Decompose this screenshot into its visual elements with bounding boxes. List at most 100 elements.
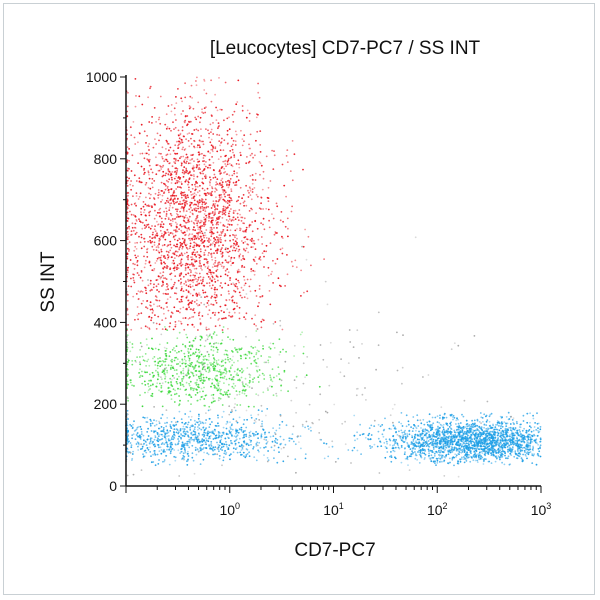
data-point: [157, 372, 160, 375]
data-point: [141, 382, 144, 385]
data-point: [268, 226, 271, 229]
data-point: [177, 197, 179, 200]
data-point: [252, 242, 254, 245]
data-point: [189, 268, 191, 271]
data-point: [196, 222, 199, 225]
data-point: [211, 421, 213, 423]
data-point: [187, 440, 190, 443]
data-point: [205, 92, 208, 95]
data-point: [214, 286, 216, 289]
data-point: [255, 393, 258, 395]
data-point: [234, 236, 236, 239]
data-point: [193, 278, 195, 281]
data-point: [180, 191, 183, 194]
data-point: [257, 357, 259, 360]
data-point: [171, 360, 173, 363]
data-point: [194, 438, 196, 440]
data-point: [148, 211, 151, 214]
data-point: [207, 432, 210, 435]
data-point: [168, 191, 170, 194]
data-point: [188, 215, 191, 218]
data-point: [152, 461, 155, 463]
data-point: [220, 342, 223, 345]
data-point: [226, 356, 229, 359]
data-point: [236, 175, 238, 178]
data-point: [240, 259, 243, 261]
data-point: [233, 172, 236, 175]
data-point: [151, 371, 154, 374]
data-point: [218, 387, 221, 390]
data-point: [212, 354, 215, 356]
data-point: [207, 336, 210, 338]
data-point: [377, 437, 380, 440]
data-point: [161, 175, 164, 178]
data-point: [232, 212, 235, 215]
data-point: [199, 262, 202, 265]
data-point: [230, 453, 232, 455]
data-point: [198, 294, 201, 296]
data-point: [202, 278, 204, 281]
data-point: [133, 430, 136, 432]
data-point: [217, 422, 219, 425]
data-point: [199, 226, 201, 229]
data-point: [169, 424, 172, 426]
data-point: [243, 353, 246, 356]
data-point: [206, 273, 209, 276]
data-point: [440, 454, 442, 456]
data-point: [212, 453, 215, 456]
data-point: [126, 269, 129, 272]
data-point: [155, 369, 157, 372]
data-point: [224, 81, 227, 84]
data-point: [159, 238, 162, 241]
data-point: [478, 430, 481, 433]
data-point: [140, 236, 143, 239]
data-point: [245, 226, 248, 229]
data-point: [133, 268, 136, 270]
data-point: [189, 292, 192, 295]
data-point: [210, 100, 213, 103]
data-point: [211, 266, 214, 268]
data-point: [202, 289, 204, 292]
data-point: [522, 453, 524, 456]
data-point: [180, 434, 183, 436]
data-point: [197, 232, 200, 234]
data-point: [211, 187, 214, 190]
data-point: [170, 173, 173, 176]
data-point: [285, 424, 288, 427]
data-point: [427, 440, 430, 442]
data-point: [281, 163, 284, 166]
data-point: [175, 226, 178, 229]
data-point: [302, 245, 305, 248]
data-point: [126, 269, 129, 271]
data-point: [201, 438, 204, 440]
data-point: [227, 220, 230, 222]
data-point: [248, 112, 251, 115]
data-point: [205, 326, 208, 329]
data-point: [300, 447, 302, 450]
data-point: [128, 248, 131, 251]
data-point: [238, 306, 241, 309]
data-point: [238, 166, 241, 169]
data-point: [292, 440, 295, 443]
data-point: [537, 429, 539, 432]
data-point: [234, 347, 236, 349]
data-point: [228, 255, 230, 258]
data-point: [170, 202, 173, 205]
data-point: [194, 337, 197, 340]
data-point: [209, 437, 211, 440]
data-point: [139, 425, 142, 428]
data-point: [161, 285, 163, 287]
data-point: [197, 383, 200, 386]
data-point: [188, 364, 191, 367]
data-point: [166, 369, 169, 372]
data-point: [461, 431, 464, 433]
data-point: [184, 226, 187, 229]
data-point: [223, 199, 226, 202]
data-point: [215, 200, 218, 202]
data-point: [191, 233, 194, 236]
data-point: [278, 427, 281, 430]
data-point: [139, 241, 142, 244]
data-point: [193, 226, 195, 229]
data-point: [254, 256, 257, 259]
data-point: [211, 448, 214, 451]
